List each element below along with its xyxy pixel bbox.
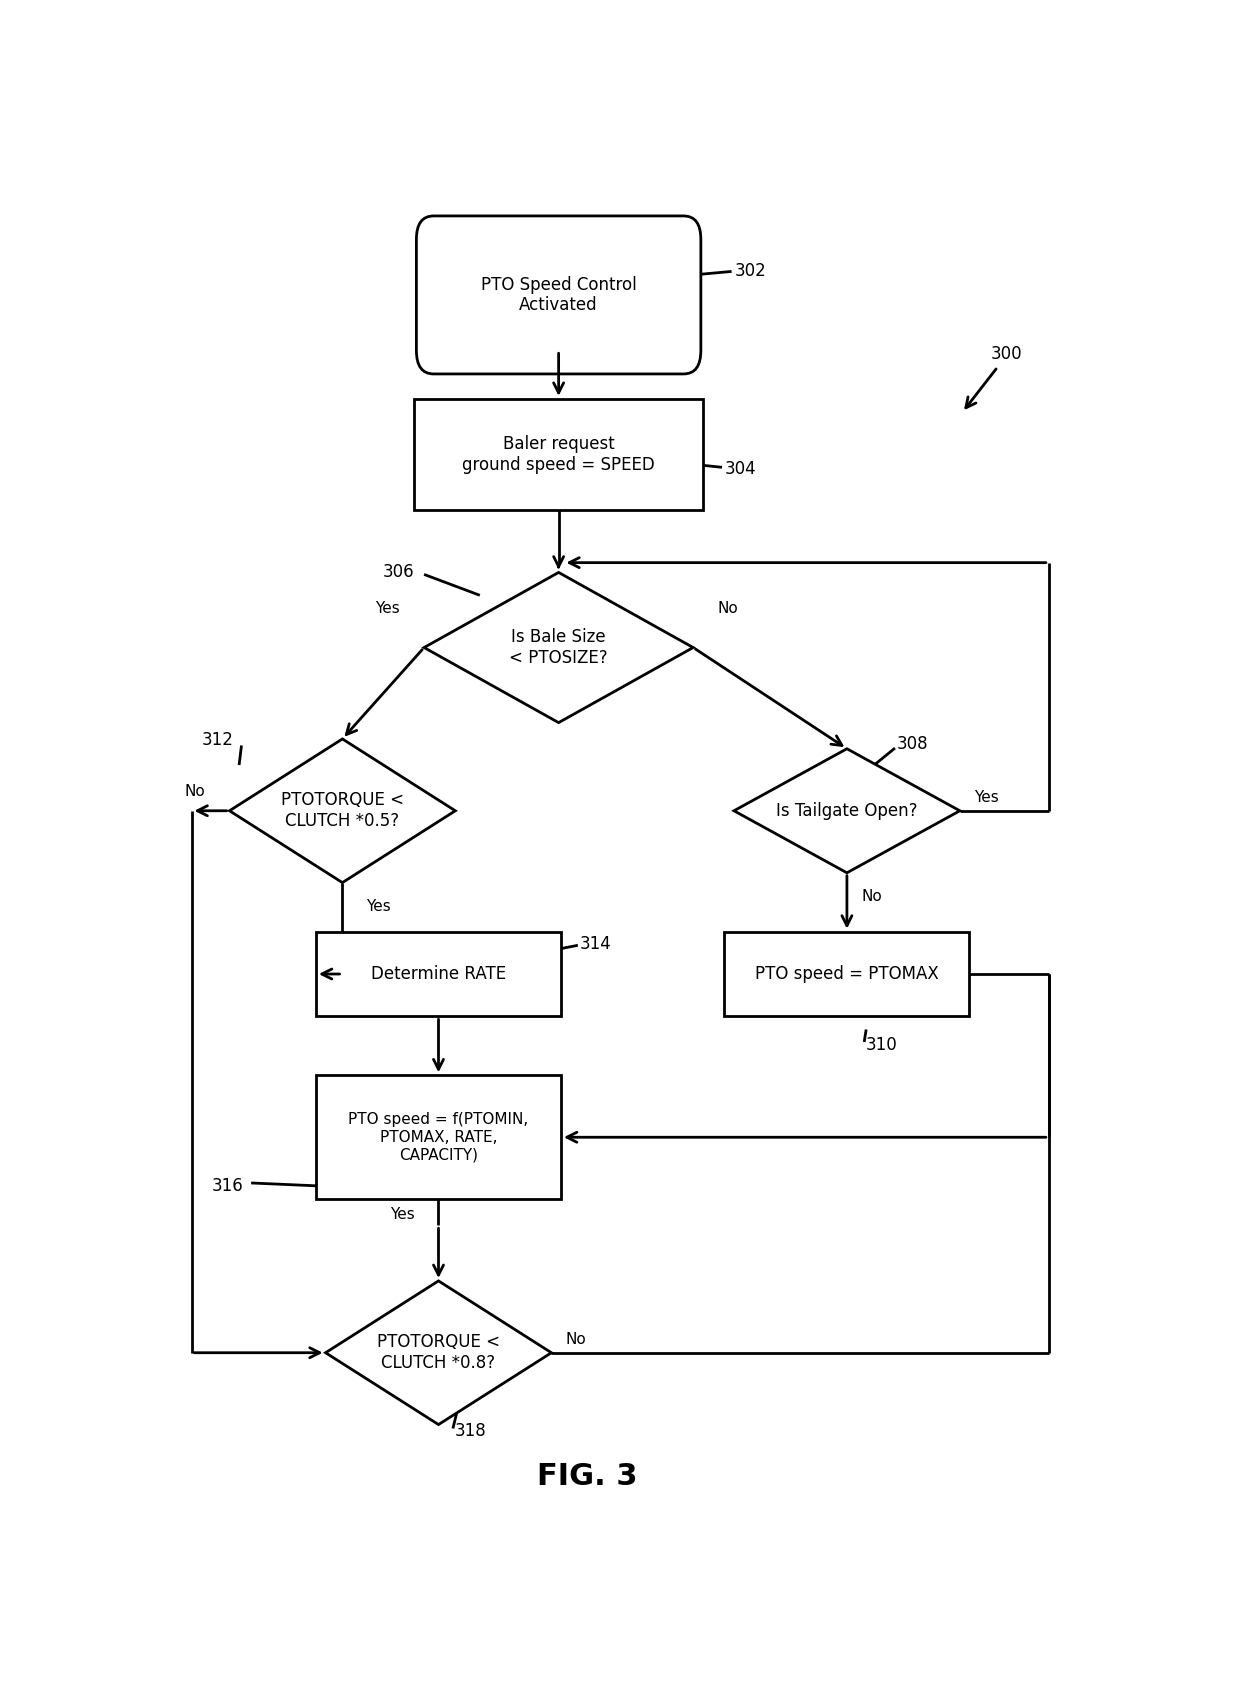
Text: Baler request
ground speed = SPEED: Baler request ground speed = SPEED <box>463 434 655 473</box>
Text: Yes: Yes <box>376 600 401 616</box>
Polygon shape <box>229 739 455 882</box>
FancyBboxPatch shape <box>417 215 701 373</box>
Bar <box>316 931 560 1016</box>
Text: Yes: Yes <box>975 790 999 806</box>
Text: 304: 304 <box>725 460 756 478</box>
Text: 314: 314 <box>580 934 611 953</box>
Text: No: No <box>717 600 738 616</box>
Text: 316: 316 <box>212 1177 243 1194</box>
Bar <box>724 931 970 1016</box>
Text: PTO speed = f(PTOMIN,
PTOMAX, RATE,
CAPACITY): PTO speed = f(PTOMIN, PTOMAX, RATE, CAPA… <box>348 1113 528 1162</box>
Text: 318: 318 <box>455 1421 486 1440</box>
Text: 308: 308 <box>897 734 929 753</box>
Text: No: No <box>862 889 882 904</box>
Text: PTOTORQUE <
CLUTCH *0.8?: PTOTORQUE < CLUTCH *0.8? <box>377 1333 500 1372</box>
Text: 310: 310 <box>866 1036 898 1053</box>
Bar <box>316 1075 560 1199</box>
Polygon shape <box>424 573 693 722</box>
Text: FIG. 3: FIG. 3 <box>537 1462 637 1491</box>
Text: Is Tailgate Open?: Is Tailgate Open? <box>776 802 918 819</box>
Text: PTOTORQUE <
CLUTCH *0.5?: PTOTORQUE < CLUTCH *0.5? <box>280 792 404 829</box>
Text: PTO Speed Control
Activated: PTO Speed Control Activated <box>481 275 636 314</box>
Text: PTO speed = PTOMAX: PTO speed = PTOMAX <box>755 965 939 984</box>
Text: No: No <box>565 1331 587 1347</box>
Text: Is Bale Size
< PTOSIZE?: Is Bale Size < PTOSIZE? <box>510 628 608 667</box>
Text: 302: 302 <box>734 263 766 280</box>
Polygon shape <box>326 1280 552 1425</box>
Text: Determine RATE: Determine RATE <box>371 965 506 984</box>
Text: Yes: Yes <box>367 899 391 914</box>
Text: 306: 306 <box>383 563 414 580</box>
Text: No: No <box>185 784 206 799</box>
Text: Yes: Yes <box>389 1208 414 1223</box>
Text: 300: 300 <box>991 344 1023 363</box>
Text: 312: 312 <box>202 731 234 750</box>
Polygon shape <box>734 748 960 873</box>
Bar <box>414 399 703 510</box>
